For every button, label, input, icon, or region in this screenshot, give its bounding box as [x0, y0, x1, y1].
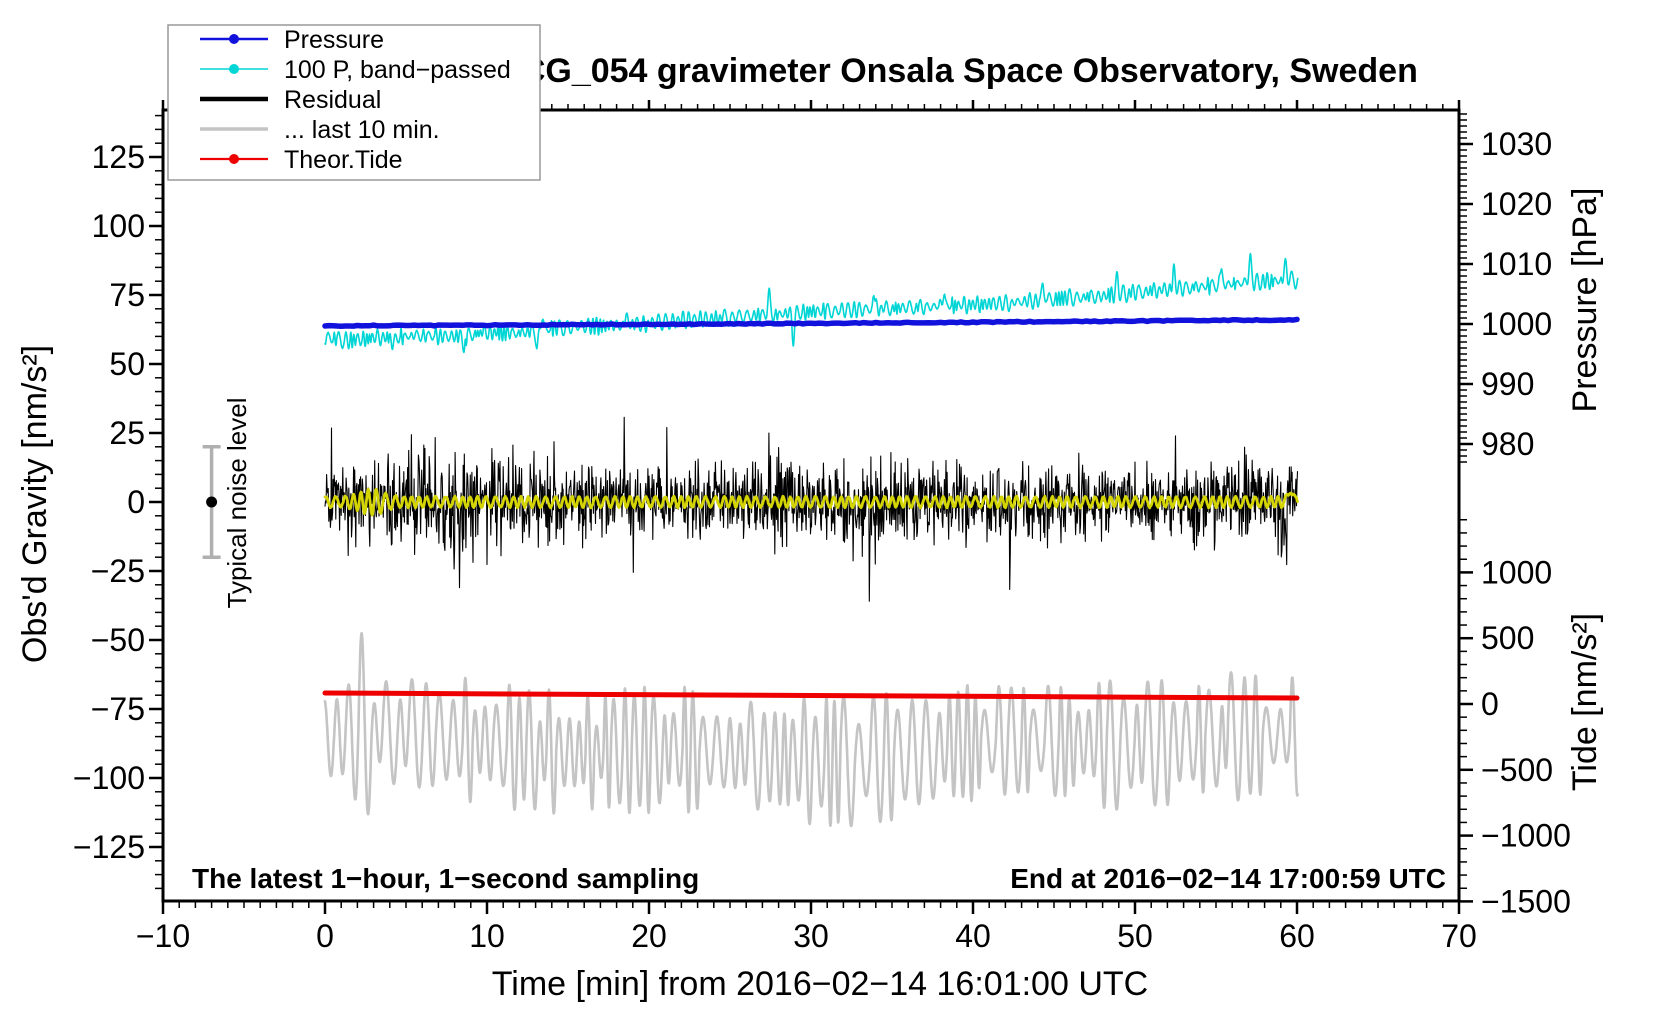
x-tick-label: 0 — [316, 918, 334, 954]
legend-sample-marker — [229, 154, 239, 164]
legend-sample-marker — [229, 64, 239, 74]
tide-tick-label: −1500 — [1481, 883, 1571, 919]
x-tick-label: 10 — [469, 918, 505, 954]
legend-item-label: Theor.Tide — [284, 146, 403, 174]
gravity-tick-label: −25 — [91, 553, 145, 589]
legend-sample-marker — [229, 34, 239, 44]
series-theor_tide-line — [322, 690, 1300, 701]
tide-tick-label: −1000 — [1481, 818, 1571, 854]
chart-title: SCG_054 gravimeter Onsala Space Observat… — [498, 52, 1418, 90]
legend-item-label: ... last 10 min. — [284, 116, 440, 144]
tide-tick-label: 1000 — [1481, 554, 1552, 590]
legend-box — [167, 24, 541, 181]
series-residual_last10-line — [323, 631, 1299, 828]
axis-tick-labels: −10 0 10 20 30 40 50 60 701251007550250−25−50−75… — [73, 126, 1571, 954]
noise-level-errorbar — [202, 445, 221, 559]
gravity-tick-label: −125 — [73, 829, 145, 865]
tide-tick-label: 0 — [1481, 686, 1499, 722]
series-pressure_bandpassed-line — [324, 252, 1299, 354]
pressure-tick-label: 1030 — [1481, 126, 1552, 162]
pressure-tick-label: 980 — [1481, 426, 1534, 462]
noise-level-label: Typical noise level — [222, 398, 252, 609]
tide-tick-label: 500 — [1481, 620, 1534, 656]
series-residual-line — [324, 416, 1299, 602]
gravity-tick-label: 50 — [109, 346, 145, 382]
left-y-axis-label: Obs'd Gravity [nm/s²] — [16, 345, 54, 663]
x-tick-label: 70 — [1441, 918, 1477, 954]
x-tick-label: 30 — [793, 918, 829, 954]
pressure-tick-label: 1020 — [1481, 186, 1552, 222]
series-pressure-line — [322, 316, 1300, 329]
pressure-tick-label: 990 — [1481, 366, 1534, 402]
gravity-tick-label: 25 — [109, 415, 145, 451]
tide-axis-label: Tide [nm/s²] — [1566, 613, 1604, 791]
pressure-tick-label: 1000 — [1481, 306, 1552, 342]
gravity-tick-label: 125 — [92, 139, 145, 175]
gravity-tick-label: 0 — [127, 484, 145, 520]
gravity-tick-label: 100 — [92, 208, 145, 244]
x-tick-label: 50 — [1117, 918, 1153, 954]
series-layer — [322, 252, 1300, 828]
pressure-tick-label: 1010 — [1481, 246, 1552, 282]
gravity-tick-label: −100 — [73, 760, 145, 796]
gravity-tick-label: −50 — [91, 622, 145, 658]
gravity-tick-label: −75 — [91, 691, 145, 727]
x-axis-label: Time [min] from 2016−02−14 16:01:00 UTC — [492, 965, 1148, 1003]
legend-item-label: 100 P, band−passed — [284, 56, 511, 84]
x-tick-label: 40 — [955, 918, 991, 954]
legend-item-label: Pressure — [284, 26, 384, 54]
tide-tick-label: −500 — [1481, 752, 1553, 788]
legend-item-label: Residual — [284, 86, 381, 114]
x-tick-label: 20 — [631, 918, 667, 954]
series-residual_filtered-line — [323, 487, 1299, 517]
x-tick-label: −10 — [136, 918, 190, 954]
gravity-tick-label: 75 — [109, 277, 145, 313]
sampling-note: The latest 1−hour, 1−second sampling — [192, 863, 699, 894]
pressure-axis-label: Pressure [hPa] — [1566, 188, 1604, 413]
end-time-note: End at 2016−02−14 17:00:59 UTC — [1010, 863, 1446, 894]
noise-bar-center-dot — [206, 496, 218, 508]
x-tick-label: 60 — [1279, 918, 1315, 954]
